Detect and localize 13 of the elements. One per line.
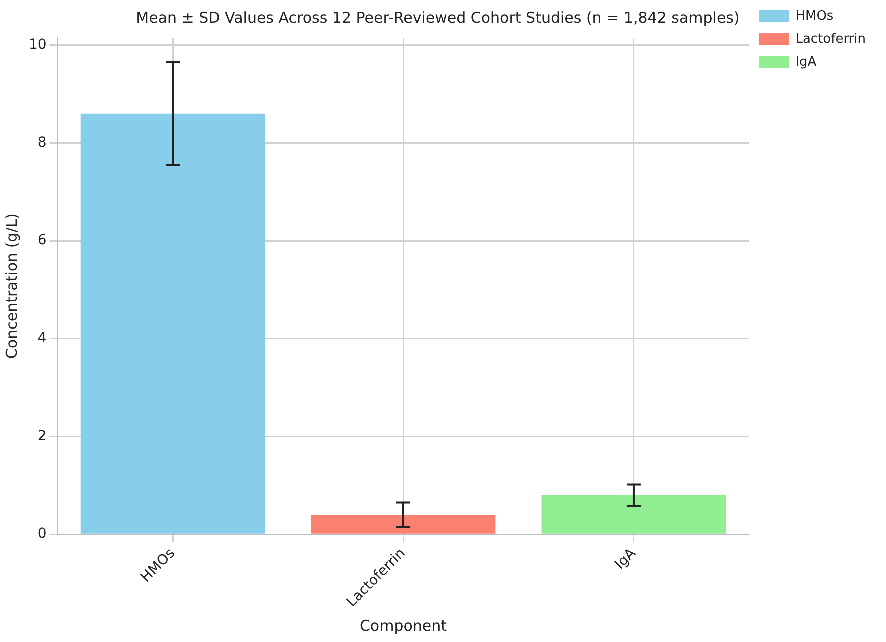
y-tick-label: 10 xyxy=(28,36,47,53)
y-axis-title: Concentration (g/L) xyxy=(2,214,21,360)
y-tick-label: 2 xyxy=(38,428,47,444)
chart-title: Mean ± SD Values Across 12 Peer-Reviewed Cohort Studies (n = 1,842 samples) xyxy=(136,8,740,27)
legend-label: Lactoferrin xyxy=(796,32,866,47)
legend-label: IgA xyxy=(796,54,817,70)
x-tick-label: IgA xyxy=(612,545,640,573)
x-axis-title: Component xyxy=(360,616,448,635)
y-tick-label: 4 xyxy=(38,330,47,347)
y-tick-label: 0 xyxy=(38,526,47,542)
y-tick-label: 8 xyxy=(38,134,47,151)
y-tick-label: 6 xyxy=(38,232,47,249)
legend-label: HMOs xyxy=(796,8,834,24)
